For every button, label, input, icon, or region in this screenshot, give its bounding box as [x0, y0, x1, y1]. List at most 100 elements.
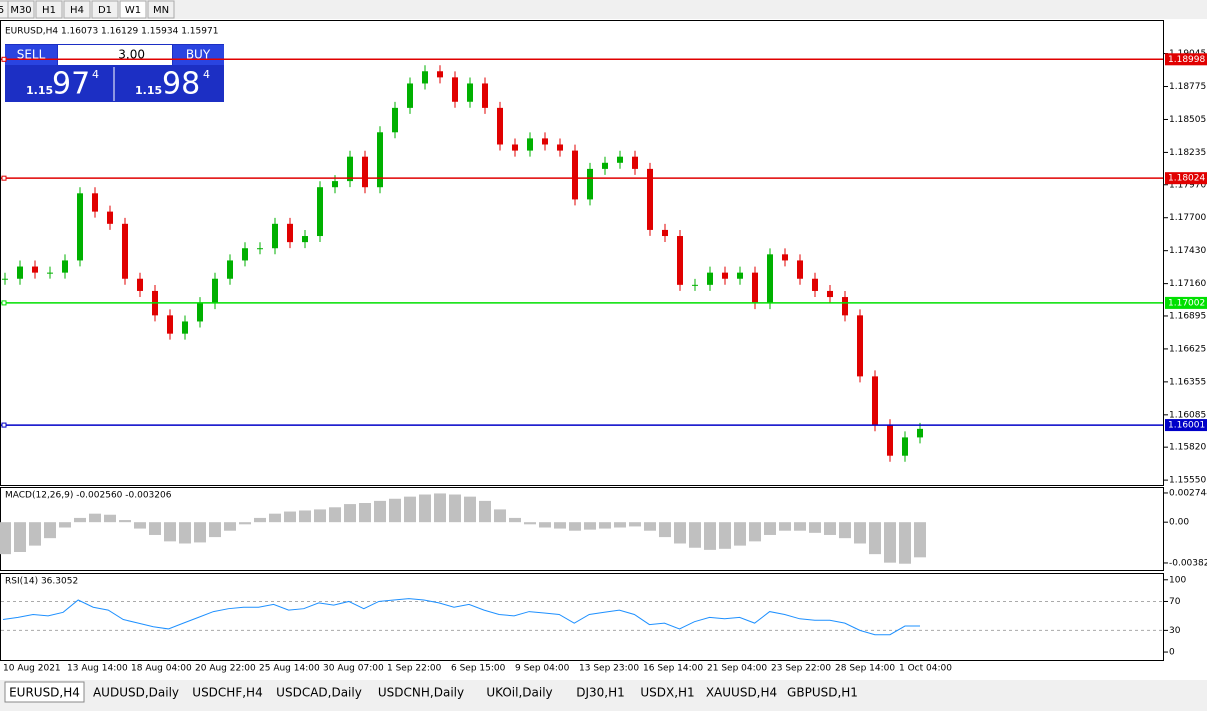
- tab-label[interactable]: USDCAD,Daily: [276, 686, 362, 700]
- lots-input[interactable]: 3.00: [118, 48, 145, 62]
- y-tick-label: 1.16625: [1169, 344, 1206, 354]
- macd-bar: [419, 494, 431, 523]
- macd-bar: [794, 522, 806, 531]
- candle: [872, 376, 878, 426]
- toolbar: [0, 0, 1207, 19]
- timeframe-label[interactable]: MN: [153, 5, 169, 16]
- candle: [887, 425, 893, 456]
- y-tick-label: 1.17970: [1169, 180, 1206, 190]
- timeframe-label[interactable]: M30: [10, 5, 31, 16]
- macd-bar: [119, 520, 131, 523]
- tab-label[interactable]: USDX,H1: [640, 686, 694, 700]
- candle: [332, 181, 338, 188]
- macd-bar: [824, 522, 836, 535]
- timeframe-button[interactable]: [119, 0, 147, 19]
- y-tick-label: 1.15820: [1169, 443, 1206, 453]
- level-handle: [1, 422, 7, 428]
- tab[interactable]: [568, 684, 633, 704]
- tab[interactable]: [188, 684, 267, 704]
- tab-label[interactable]: DJ30,H1: [576, 686, 625, 700]
- macd-bar: [59, 522, 71, 528]
- tab[interactable]: [269, 684, 369, 704]
- candle: [647, 168, 653, 230]
- timeframe-label[interactable]: H4: [70, 5, 84, 16]
- candle: [542, 138, 548, 145]
- candle: [347, 156, 353, 182]
- buy-label[interactable]: BUY: [186, 48, 211, 62]
- macd-bar: [689, 522, 701, 548]
- candle: [32, 266, 38, 273]
- macd-bar: [29, 522, 41, 546]
- tab[interactable]: [473, 684, 566, 704]
- candle: [107, 211, 113, 224]
- main-frame: [0, 20, 1164, 486]
- candle: [632, 156, 638, 169]
- macd-bar: [134, 522, 146, 529]
- y-tick-label: 1.18505: [1169, 115, 1206, 125]
- candle: [377, 132, 383, 188]
- macd-bar: [494, 509, 506, 523]
- tab-label[interactable]: XAUUSD,H4: [706, 686, 777, 700]
- timeframe-button[interactable]: [147, 0, 175, 19]
- candle: [692, 284, 698, 286]
- timeframe-button[interactable]: [91, 0, 119, 19]
- timeframe-label[interactable]: W1: [125, 5, 141, 16]
- macd-bar: [899, 522, 911, 564]
- candle: [362, 156, 368, 188]
- macd-bar: [89, 513, 101, 523]
- level-label-box: [1165, 296, 1207, 309]
- tab[interactable]: [783, 684, 862, 704]
- tab-label[interactable]: GBPUSD,H1: [787, 686, 858, 700]
- level-label: 1.16001: [1168, 421, 1205, 431]
- timeframe-label[interactable]: D1: [98, 5, 112, 16]
- y-tick-label: 1.16355: [1169, 377, 1206, 387]
- x-tick-label: 23 Sep 22:00: [771, 664, 831, 674]
- tab[interactable]: [86, 684, 186, 704]
- macd-bar: [479, 500, 491, 523]
- macd-bar: [884, 522, 896, 563]
- y-tick-label: 1.17430: [1169, 246, 1206, 256]
- sell-label[interactable]: SELL: [17, 48, 46, 62]
- y-tick-label: -0.003829: [1169, 558, 1207, 568]
- tab-label[interactable]: USDCHF,H4: [192, 686, 262, 700]
- candle: [212, 278, 218, 304]
- candle: [77, 193, 83, 261]
- candle: [497, 107, 503, 145]
- timeframe-button[interactable]: [63, 0, 91, 19]
- x-tick-label: 16 Sep 14:00: [643, 664, 703, 674]
- tab-label[interactable]: EURUSD,H4: [9, 686, 80, 700]
- candle: [122, 223, 128, 279]
- macd-bar: [74, 517, 86, 523]
- timeframe-button[interactable]: [35, 0, 63, 19]
- macd-bar: [809, 522, 821, 533]
- tab[interactable]: [371, 684, 471, 704]
- y-tick-label: 1.15550: [1169, 476, 1206, 486]
- candle: [482, 83, 488, 108]
- level-handle: [1, 56, 7, 62]
- candle: [242, 248, 248, 261]
- timeframe-button[interactable]: [7, 0, 35, 19]
- tab-label[interactable]: USDCNH,Daily: [378, 686, 464, 700]
- macd-bar: [704, 522, 716, 550]
- candle: [137, 278, 143, 291]
- level-label: 1.18998: [1168, 55, 1205, 65]
- macd-bar: [239, 522, 251, 525]
- candle: [527, 138, 533, 151]
- timeframe-label[interactable]: H1: [42, 5, 56, 16]
- tab-label[interactable]: UKOil,Daily: [486, 686, 552, 700]
- macd-bar: [674, 522, 686, 544]
- timeframe-label[interactable]: 5: [0, 5, 4, 16]
- ask-small: 4: [203, 68, 210, 81]
- macd-bar: [839, 522, 851, 539]
- macd-bar: [194, 522, 206, 543]
- macd-bar: [0, 522, 11, 555]
- tab[interactable]: [635, 684, 700, 704]
- candle: [512, 144, 518, 151]
- candle: [827, 290, 833, 298]
- macd-bar: [644, 522, 656, 531]
- macd-bar: [719, 522, 731, 549]
- tab-label[interactable]: AUDUSD,Daily: [93, 686, 179, 700]
- tab[interactable]: [4, 681, 85, 703]
- y-tick-label: 1.16085: [1169, 410, 1206, 420]
- tab[interactable]: [702, 684, 781, 704]
